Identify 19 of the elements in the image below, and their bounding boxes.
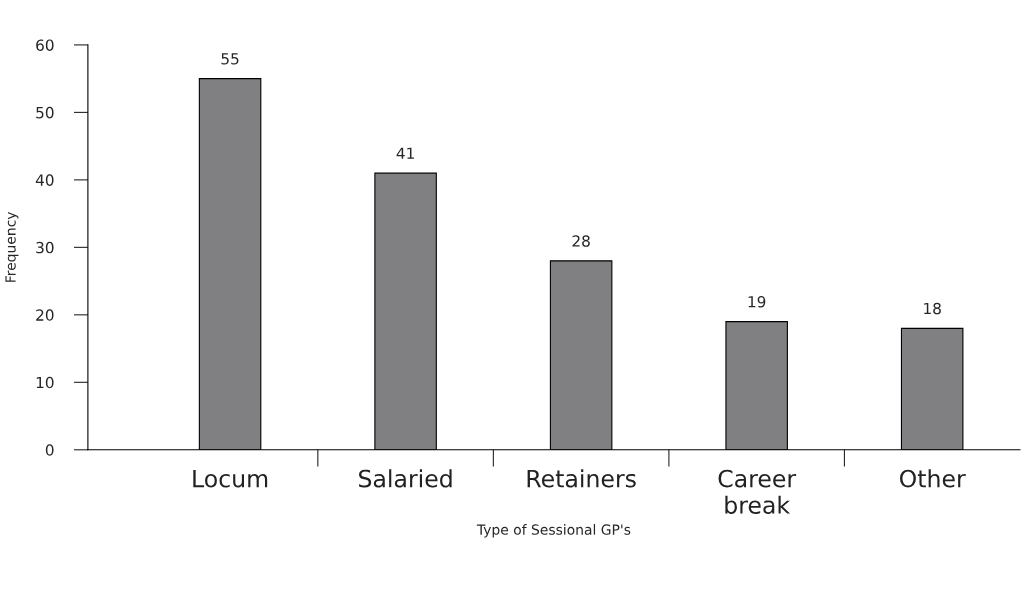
x-tick-label: Other	[900, 469, 966, 488]
x-tick-label: Locum	[193, 469, 268, 488]
x-tick-label: Salaried	[359, 469, 452, 488]
data-label: 41	[396, 147, 414, 159]
y-tick-label: 10	[36, 376, 54, 389]
data-label: 55	[221, 53, 239, 65]
y-axis-title: Frequency	[5, 211, 19, 282]
y-tick-label: 30	[36, 241, 54, 254]
y-tick-label: 40	[35, 174, 54, 186]
y-tick-label: 0	[45, 444, 54, 456]
y-tick-label: 50	[36, 106, 54, 119]
y-tick-label: 60	[36, 39, 54, 51]
data-label: 18	[924, 302, 941, 315]
y-tick-label: 20	[36, 309, 54, 321]
data-label: 19	[748, 295, 766, 308]
x-tick-label: Career break	[718, 469, 797, 514]
x-axis-title: Type of Sessional GP's	[476, 524, 631, 538]
data-label: 28	[572, 235, 590, 247]
x-tick-label: Retainers	[527, 469, 636, 488]
